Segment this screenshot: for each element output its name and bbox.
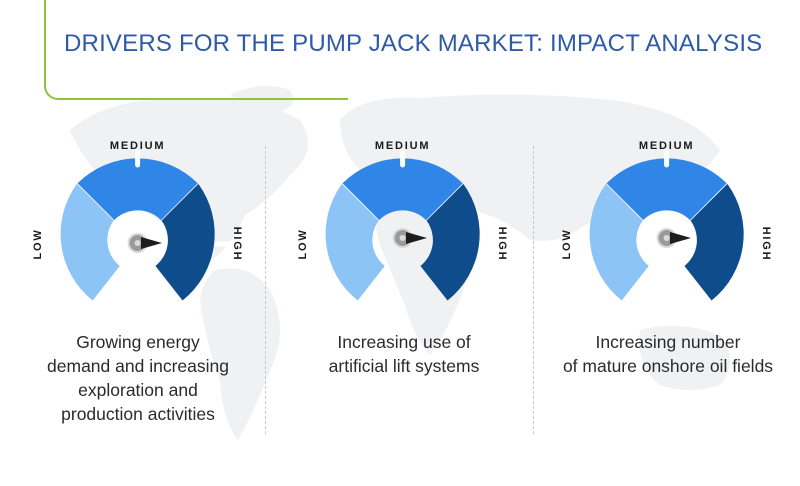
gauge-label-low: LOW: [561, 228, 573, 259]
title-accent-frame: [44, 0, 348, 100]
gauge-segment-high: [155, 183, 215, 301]
caption-line: artificial lift systems: [328, 356, 480, 376]
caption-line: Growing energy: [76, 332, 200, 352]
gauge-label-low: LOW: [32, 228, 44, 259]
caption-line: Increasing number: [595, 332, 741, 352]
gauge-label-medium: MEDIUM: [639, 140, 694, 152]
impact-gauge: MEDIUM LOW HIGH: [32, 140, 243, 301]
gauge-label-low: LOW: [297, 228, 309, 259]
gauge-label-medium: MEDIUM: [375, 140, 430, 152]
driver-caption: Increasing number of mature onshore oil …: [548, 330, 788, 378]
gauge-segment-high: [684, 183, 744, 301]
gauge-segment-low: [325, 183, 385, 301]
column-divider: [533, 146, 534, 434]
gauge-segment-high: [420, 183, 480, 301]
gauge-needle: [141, 237, 162, 249]
gauge-label-high: HIGH: [231, 227, 243, 262]
gauge-label-high: HIGH: [496, 227, 508, 262]
gauge-needle: [406, 232, 427, 244]
gauge-segment-medium: [77, 158, 198, 221]
gauge-segment-medium: [606, 158, 727, 221]
impact-gauge: MEDIUM LOW HIGH: [297, 140, 508, 301]
impact-gauge: MEDIUM LOW HIGH: [561, 140, 772, 301]
caption-line: exploration and: [78, 380, 198, 400]
gauge-segment-low: [589, 183, 649, 301]
gauge-label-medium: MEDIUM: [110, 140, 165, 152]
caption-line: production activities: [61, 404, 215, 424]
gauge-needle: [670, 232, 691, 244]
caption-line: of mature onshore oil fields: [562, 356, 774, 376]
driver-caption: Growing energy demand and increasing exp…: [18, 330, 258, 426]
page-title: DRIVERS FOR THE PUMP JACK MARKET: IMPACT…: [64, 30, 763, 57]
gauge-label-high: HIGH: [760, 227, 772, 262]
caption-line: demand and increasing: [47, 356, 229, 376]
column-divider: [265, 146, 266, 434]
driver-caption: Increasing use of artificial lift system…: [284, 330, 524, 378]
caption-line: Increasing use of: [337, 332, 471, 352]
gauge-segment-medium: [342, 158, 463, 221]
gauge-segment-low: [60, 183, 120, 301]
